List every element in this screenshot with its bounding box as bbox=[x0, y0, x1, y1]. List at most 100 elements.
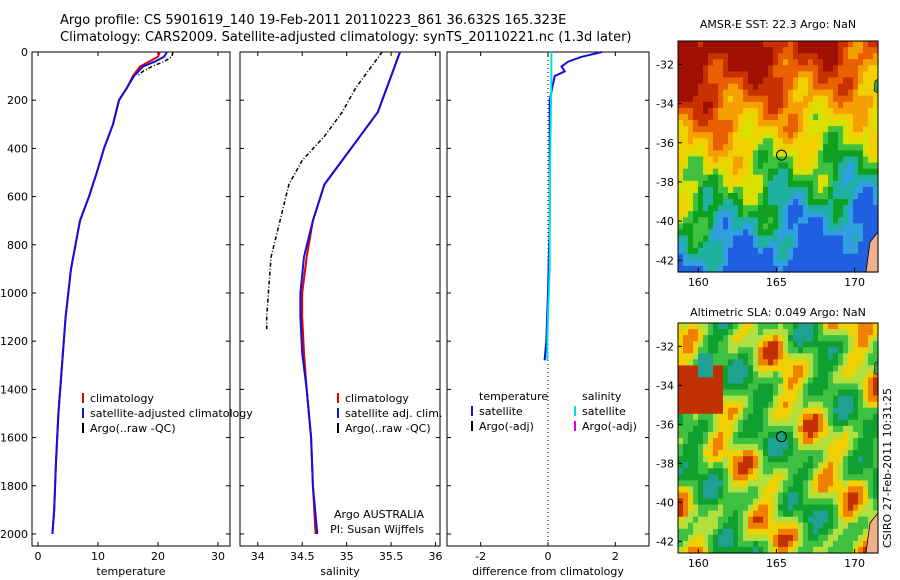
sst-map-cell bbox=[748, 235, 754, 243]
sla-map-cell bbox=[823, 516, 829, 524]
sst-map-cell bbox=[863, 59, 869, 66]
sst-map-cell bbox=[733, 199, 739, 206]
sst-map-cell bbox=[678, 180, 684, 188]
sst-map-cell bbox=[763, 101, 769, 109]
sst-map-cell bbox=[783, 229, 789, 237]
sst-map-cell bbox=[833, 150, 839, 158]
sla-map-cell bbox=[733, 504, 739, 512]
sla-map-cell bbox=[783, 438, 789, 445]
sla-map-cell bbox=[858, 522, 864, 530]
sst-map-cell bbox=[788, 120, 794, 127]
sla-map-cell bbox=[853, 450, 859, 457]
sst-map-cell bbox=[733, 211, 739, 218]
sst-map-cell bbox=[748, 265, 754, 273]
sla-map-cell bbox=[713, 395, 719, 403]
sst-map-cell bbox=[758, 174, 764, 182]
sst-map-cell bbox=[818, 156, 824, 164]
sla-map-cell bbox=[773, 341, 779, 348]
temperature-ytick-label: 1600 bbox=[0, 432, 28, 445]
sla-map-cell bbox=[738, 438, 744, 445]
sla-map-cell bbox=[688, 456, 694, 463]
sla-map-cell bbox=[778, 492, 784, 500]
sla-map-cell bbox=[848, 341, 854, 348]
sst-map-cell bbox=[773, 265, 779, 273]
sla-map-cell bbox=[818, 377, 824, 385]
sla-map-cell bbox=[753, 407, 759, 415]
sla-map-cell bbox=[768, 419, 774, 427]
sla-map-cell bbox=[693, 486, 699, 494]
sst-map-cell bbox=[758, 77, 764, 85]
sla-map-cell bbox=[868, 323, 874, 330]
sst-map-cell bbox=[743, 89, 749, 97]
sla-map-cell bbox=[808, 353, 814, 360]
sst-map-cell bbox=[678, 83, 684, 91]
sla-map-cell bbox=[848, 377, 854, 385]
sla-map-cell bbox=[818, 335, 824, 342]
sla-map-cell bbox=[783, 425, 789, 433]
sst-map-cell bbox=[808, 47, 814, 54]
sst-map-cell bbox=[863, 138, 869, 145]
sst-map-cell bbox=[838, 41, 844, 48]
sst-map-cell bbox=[813, 83, 819, 91]
sla-map-cell bbox=[718, 347, 724, 354]
sla-map-cell bbox=[873, 323, 879, 330]
sla-map-cell bbox=[853, 438, 859, 445]
sst-map-cell bbox=[773, 101, 779, 109]
sla-map-cell bbox=[828, 516, 834, 524]
sla-map-cell bbox=[838, 534, 844, 542]
sla-map-cell bbox=[693, 510, 699, 518]
sst-map-cell bbox=[838, 71, 844, 79]
sla-map-cell bbox=[753, 468, 759, 475]
sla-map-title: Altimetric SLA: 0.049 Argo: NaN bbox=[690, 306, 866, 319]
sst-map-cell bbox=[848, 193, 854, 200]
sst-map-cell bbox=[733, 168, 739, 176]
sla-map-cell bbox=[733, 359, 739, 366]
sla-map-cell bbox=[703, 419, 709, 427]
sla-map-cell bbox=[758, 401, 764, 409]
sst-map-cell bbox=[693, 144, 699, 151]
sst-map-cell bbox=[743, 180, 749, 188]
sst-map-cell bbox=[688, 120, 694, 127]
sst-map-cell bbox=[813, 211, 819, 218]
sst-map-cell bbox=[853, 241, 859, 249]
sst-map-cell bbox=[703, 180, 709, 188]
sla-map-cell bbox=[688, 444, 694, 451]
sla-map-cell bbox=[683, 377, 689, 385]
sst-map-cell bbox=[843, 150, 849, 158]
sla-map-cell bbox=[853, 359, 859, 366]
sst-map-cell bbox=[798, 59, 804, 66]
sla-map-ytick-label: -42 bbox=[656, 535, 674, 548]
sst-map-cell bbox=[828, 235, 834, 243]
sla-map-cell bbox=[773, 329, 779, 336]
sst-map-cell bbox=[823, 144, 829, 151]
sst-map-cell bbox=[778, 47, 784, 54]
sst-map-cell bbox=[838, 180, 844, 188]
sst-map-cell bbox=[683, 47, 689, 54]
sst-map-cell bbox=[713, 193, 719, 200]
sla-map-cell bbox=[843, 450, 849, 457]
sst-map-cell bbox=[803, 265, 809, 273]
sst-map-cell bbox=[678, 241, 684, 249]
sla-map-cell bbox=[808, 329, 814, 336]
sst-map-cell bbox=[753, 120, 759, 127]
sst-map-cell bbox=[683, 120, 689, 127]
sst-map-cell bbox=[738, 241, 744, 249]
sst-map-cell bbox=[858, 211, 864, 218]
sla-map-cell bbox=[793, 468, 799, 475]
sst-map-cell bbox=[833, 113, 839, 121]
sst-map-cell bbox=[688, 59, 694, 66]
sst-map-cell bbox=[833, 120, 839, 127]
sla-map-cell bbox=[693, 425, 699, 433]
sst-map-cell bbox=[808, 65, 814, 72]
sla-map-cell bbox=[683, 395, 689, 403]
sst-map-cell bbox=[823, 199, 829, 206]
sst-map-cell bbox=[698, 95, 704, 103]
sla-map-cell bbox=[853, 516, 859, 524]
sla-map-cell bbox=[803, 329, 809, 336]
sst-map-cell bbox=[778, 217, 784, 224]
sst-map-cell bbox=[698, 211, 704, 218]
sst-map-cell bbox=[873, 162, 879, 170]
sla-map-cell bbox=[773, 516, 779, 524]
sla-map-cell bbox=[838, 389, 844, 397]
sst-map-cell bbox=[868, 199, 874, 206]
